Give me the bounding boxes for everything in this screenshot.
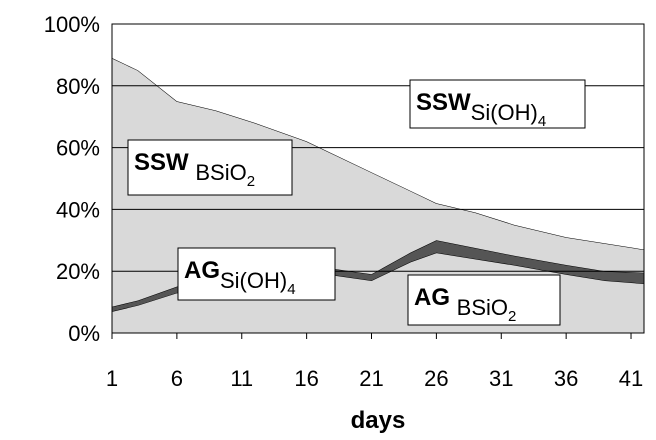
series-label: SSWSi(OH)4 — [416, 89, 546, 130]
series-label-box — [407, 274, 561, 326]
label-sub: BSiO — [457, 295, 508, 320]
x-tick-label: 21 — [359, 366, 383, 391]
series-label-box — [127, 139, 293, 196]
series-label: AGSi(OH)4 — [184, 257, 296, 298]
x-tick-label: 31 — [489, 366, 513, 391]
x-axis-title: days — [351, 407, 406, 434]
x-tick-label: 1 — [106, 366, 118, 391]
y-tick-label: 60% — [56, 136, 100, 161]
label-main: SSW — [134, 149, 195, 176]
label-subsub: 4 — [538, 113, 546, 130]
series-label: AG BSiO2 — [414, 284, 516, 325]
y-tick-label: 20% — [56, 259, 100, 284]
x-tick-label: 26 — [424, 366, 448, 391]
x-tick-label: 6 — [171, 366, 183, 391]
label-main: AG — [414, 284, 457, 311]
series-label-box — [177, 247, 336, 301]
label-sub: BSiO — [195, 160, 246, 185]
x-tick-label: 16 — [294, 366, 318, 391]
label-main: AG — [184, 257, 220, 284]
y-tick-label: 0% — [68, 321, 100, 346]
y-tick-label: 100% — [44, 12, 100, 37]
label-subsub: 4 — [287, 281, 295, 298]
label-subsub: 2 — [508, 308, 516, 325]
x-tick-label: 36 — [554, 366, 578, 391]
x-tick-label: 41 — [619, 366, 643, 391]
plot-border — [111, 23, 645, 334]
area-fill — [112, 240, 644, 312]
y-tick-label: 40% — [56, 197, 100, 222]
label-main: SSW — [416, 89, 471, 116]
label-sub: Si(OH) — [220, 268, 287, 293]
x-tick-label: 11 — [230, 366, 253, 391]
label-sub: Si(OH) — [471, 100, 538, 125]
series-label-box — [409, 79, 586, 129]
y-tick-label: 80% — [56, 74, 100, 99]
series-label: SSW BSiO2 — [134, 149, 255, 190]
label-subsub: 2 — [247, 173, 255, 190]
